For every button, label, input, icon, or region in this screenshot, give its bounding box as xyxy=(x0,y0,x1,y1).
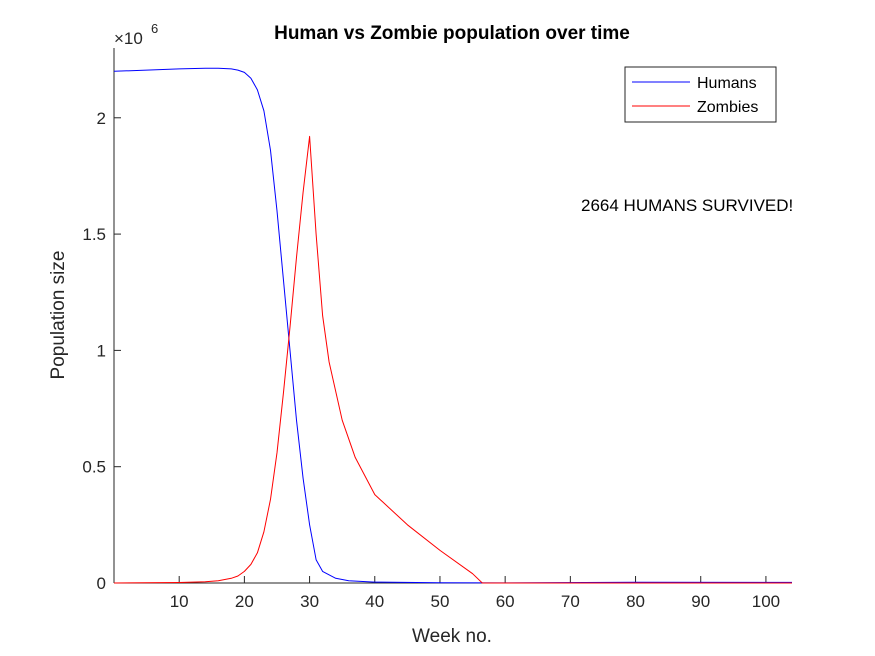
series-line-zombies xyxy=(113,135,792,584)
x-tick-label: 100 xyxy=(752,592,780,611)
x-tick-label: 80 xyxy=(626,592,645,611)
y-tick-label: 1 xyxy=(97,341,106,360)
y-tick-label: 0.5 xyxy=(82,458,106,477)
x-tick-label: 40 xyxy=(365,592,384,611)
legend-box xyxy=(624,66,777,123)
x-tick-label: 20 xyxy=(235,592,254,611)
survivor-annotation: 2664 HUMANS SURVIVED! xyxy=(581,196,793,215)
x-tick-label: 70 xyxy=(561,592,580,611)
x-axis-label: Week no. xyxy=(412,626,492,647)
chart-title: Human vs Zombie population over time xyxy=(274,23,630,44)
y-tick-label: 1.5 xyxy=(82,225,106,244)
y-exponent-power: 6 xyxy=(151,21,158,36)
x-tick-label: 30 xyxy=(300,592,319,611)
legend-zombies-label: Zombies xyxy=(697,99,758,116)
y-exponent-label: ×10 6 xyxy=(114,21,158,48)
series-group xyxy=(113,67,793,584)
x-tick-label: 50 xyxy=(431,592,450,611)
y-axis-label: Population size xyxy=(48,251,69,380)
legend-humans-label: Humans xyxy=(697,75,757,92)
y-tick-label: 2 xyxy=(97,109,106,128)
y-exponent-base: ×10 xyxy=(114,29,143,48)
x-tick-label: 90 xyxy=(691,592,710,611)
legend: Humans Zombies xyxy=(624,66,777,123)
y-tick-label: 0 xyxy=(97,574,106,593)
y-axis-ticks: 0 0.5 1 1.5 2 xyxy=(82,109,121,593)
x-tick-label: 60 xyxy=(496,592,515,611)
x-axis-ticks: 10 20 30 40 50 60 70 80 90 100 xyxy=(170,576,780,611)
series-line-humans xyxy=(113,67,793,584)
x-tick-label: 10 xyxy=(170,592,189,611)
